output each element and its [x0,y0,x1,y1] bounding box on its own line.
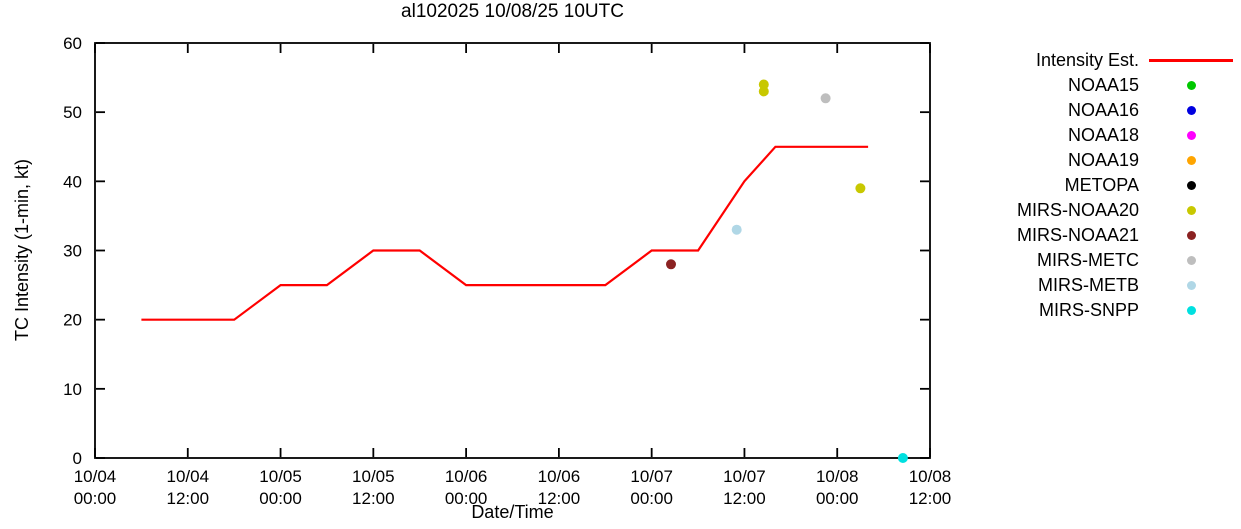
green-dot-marker [1186,81,1196,90]
legend-label: MIRS-NOAA20 [1016,200,1139,220]
legend-label: MIRS-METC [1037,250,1139,270]
legend-marker-col [1149,59,1233,62]
legend-label: NOAA19 [1067,150,1139,170]
svg-text:00:00: 00:00 [630,489,673,508]
legend-item-mirs-noaa20: MIRS-NOAA20 [1017,198,1233,223]
x-axis-label: Date/Time [471,502,554,522]
legend-marker-col [1149,231,1233,240]
svg-text:12:00: 12:00 [538,489,581,508]
svg-text:50: 50 [63,103,82,122]
legend-marker-col [1149,181,1233,190]
svg-text:10/08: 10/08 [909,467,952,486]
black-dot-marker [1186,181,1196,190]
plot-area: 0 10 20 30 40 50 60 10/04 00:00 10/04 12:00 10/05 00… [63,34,952,508]
svg-text:12:00: 12:00 [352,489,395,508]
legend-marker-col [1149,131,1233,140]
y-axis-label: TC Intensity (1-min, kt) [12,158,32,342]
blue-dot-marker [1186,106,1196,115]
svg-text:00:00: 00:00 [816,489,859,508]
legend-item-mirs-metb: MIRS-METB [1017,273,1233,298]
svg-text:10/08: 10/08 [816,467,859,486]
legend-label: MIRS-METB [1038,275,1139,295]
svg-text:10/05: 10/05 [259,467,302,486]
red-line-marker [1149,59,1233,62]
legend-item-mirs-snpp: MIRS-SNPP [1017,298,1233,323]
legend-label: Intensity Est. [1035,50,1139,70]
svg-text:12:00: 12:00 [723,489,766,508]
svg-text:00:00: 00:00 [445,489,488,508]
svg-text:00:00: 00:00 [74,489,117,508]
legend-marker-col [1149,156,1233,165]
light-blue-dot-marker [1186,281,1196,290]
gray-dot-marker [1186,256,1196,265]
legend-marker-col [1149,106,1233,115]
legend-label: NOAA15 [1067,75,1139,95]
svg-text:10/04: 10/04 [167,467,210,486]
legend-label: MIRS-NOAA21 [1016,225,1139,245]
orange-dot-marker [1186,156,1196,165]
svg-text:10/07: 10/07 [723,467,766,486]
legend-item-noaa18: NOAA18 [1017,123,1233,148]
legend: Intensity Est. NOAA15 NOAA16 NOAA18 NOAA… [1017,48,1233,323]
legend-item-intensity-est: Intensity Est. [1017,48,1233,73]
svg-text:10/06: 10/06 [538,467,581,486]
svg-text:10/07: 10/07 [630,467,673,486]
svg-text:10/06: 10/06 [445,467,488,486]
legend-label: NOAA16 [1067,100,1139,120]
legend-label: METOPA [1064,175,1139,195]
legend-marker-col [1149,81,1233,90]
legend-marker-col [1149,206,1233,215]
svg-text:00:00: 00:00 [259,489,302,508]
legend-label: NOAA18 [1067,125,1139,145]
svg-text:0: 0 [73,449,82,468]
dark-yellow-dot-marker [1186,206,1196,215]
dark-red-dot-marker [1186,231,1196,240]
legend-item-noaa16: NOAA16 [1017,98,1233,123]
svg-text:40: 40 [63,172,82,191]
legend-marker-col [1149,281,1233,290]
svg-text:12:00: 12:00 [909,489,952,508]
magenta-dot-marker [1186,131,1196,140]
svg-text:20: 20 [63,311,82,330]
legend-label: MIRS-SNPP [1038,300,1139,320]
cyan-dot-marker [1186,306,1196,315]
svg-text:10/04: 10/04 [74,467,117,486]
svg-text:10/05: 10/05 [352,467,395,486]
svg-text:60: 60 [63,34,82,53]
svg-text:10: 10 [63,380,82,399]
svg-text:12:00: 12:00 [167,489,210,508]
legend-item-noaa19: NOAA19 [1017,148,1233,173]
legend-item-mirs-metc: MIRS-METC [1017,248,1233,273]
chart-title: al102025 10/08/25 10UTC [401,1,624,22]
legend-marker-col [1149,306,1233,315]
legend-item-noaa15: NOAA15 [1017,73,1233,98]
legend-marker-col [1149,256,1233,265]
legend-item-mirs-noaa21: MIRS-NOAA21 [1017,223,1233,248]
svg-text:30: 30 [63,242,82,261]
legend-item-metopa: METOPA [1017,173,1233,198]
